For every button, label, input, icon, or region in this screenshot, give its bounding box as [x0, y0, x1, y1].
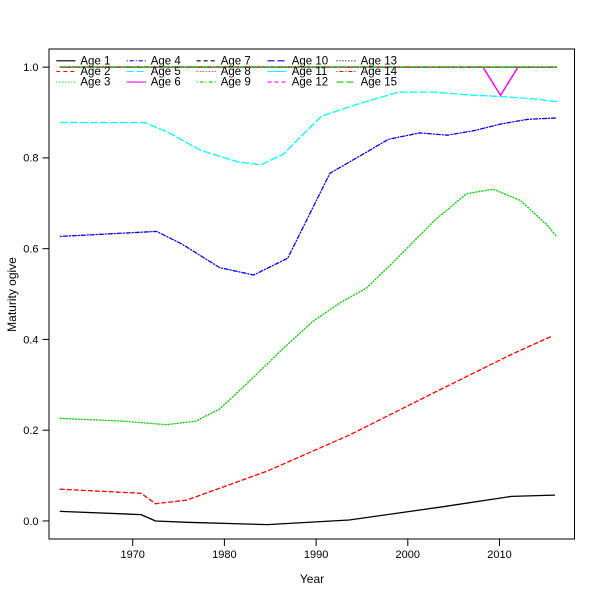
svg-text:2010: 2010 [487, 549, 511, 561]
svg-text:1980: 1980 [212, 549, 236, 561]
svg-text:1.0: 1.0 [23, 62, 38, 74]
svg-text:Age 6: Age 6 [151, 77, 181, 89]
svg-text:Age 9: Age 9 [221, 77, 251, 89]
svg-text:2000: 2000 [396, 549, 420, 561]
svg-text:Age 3: Age 3 [80, 77, 110, 89]
svg-text:Age 15: Age 15 [361, 77, 397, 89]
svg-text:0.8: 0.8 [23, 153, 38, 165]
svg-text:Maturity ogive: Maturity ogive [5, 257, 19, 332]
svg-text:0.0: 0.0 [23, 516, 38, 528]
svg-text:0.6: 0.6 [23, 244, 38, 256]
svg-text:0.2: 0.2 [23, 425, 38, 437]
svg-text:Year: Year [300, 572, 324, 586]
svg-text:0.4: 0.4 [23, 334, 38, 346]
svg-text:1970: 1970 [120, 549, 144, 561]
svg-text:Age 12: Age 12 [292, 77, 328, 89]
svg-text:1990: 1990 [304, 549, 328, 561]
